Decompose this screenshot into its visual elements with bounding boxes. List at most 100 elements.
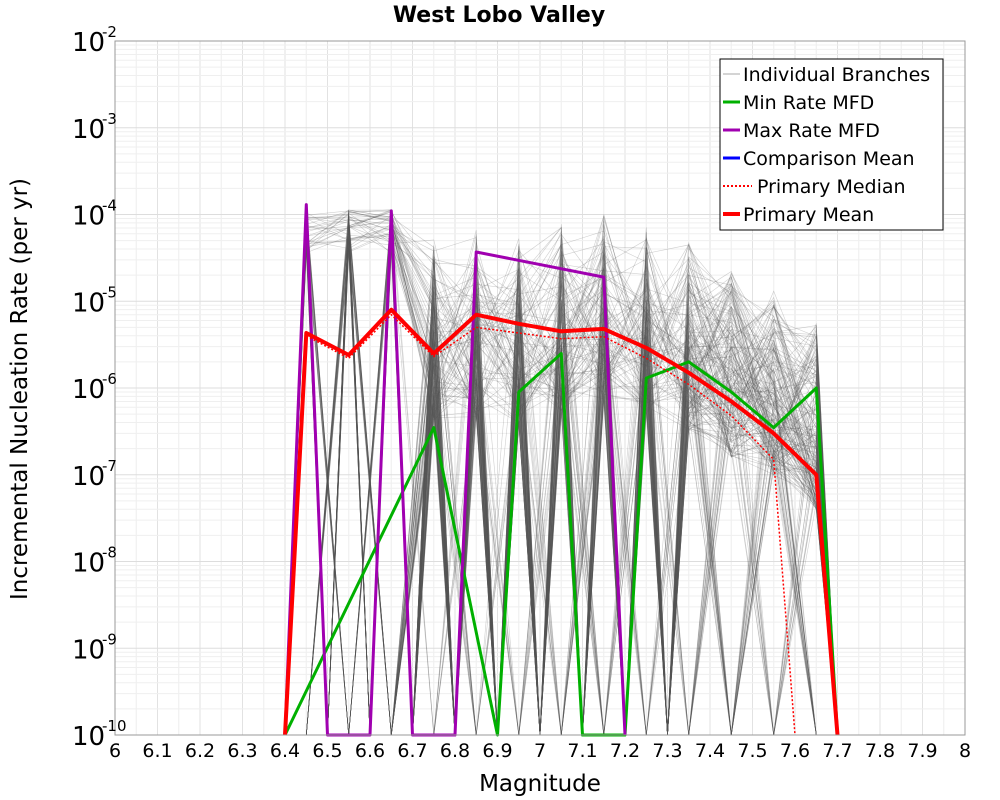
x-tick-label: 7.8 [865, 740, 895, 762]
legend-label: Primary Mean [743, 204, 874, 226]
branch-line [285, 228, 838, 736]
x-tick-label: 7.7 [822, 740, 852, 762]
branch-line [284, 218, 838, 736]
branch-line [285, 224, 838, 736]
x-tick-label: 6.8 [440, 740, 470, 762]
x-tick-label: 6.3 [227, 740, 257, 762]
legend-box [719, 58, 944, 231]
y-tick-exponent: -3 [102, 110, 117, 128]
y-tick-exponent: -10 [102, 717, 127, 735]
branch-line [285, 211, 838, 736]
y-tick-labels: 10-210-310-410-510-610-710-810-910-10 [72, 23, 127, 752]
branch-line [285, 225, 838, 736]
branch-line [284, 215, 838, 736]
x-tick-label: 7 [534, 740, 546, 762]
y-tick-label: 10 [72, 375, 105, 405]
branch-line [285, 238, 838, 736]
branch-line [284, 213, 838, 736]
y-tick-label: 10 [72, 722, 105, 752]
branch-line [284, 225, 838, 736]
y-tick-exponent: -6 [102, 370, 117, 388]
series-max-rate-mfd [283, 203, 627, 737]
x-tick-label: 6.1 [142, 740, 172, 762]
branch-line [284, 225, 838, 736]
branch-line [284, 214, 838, 736]
series-primary-median [284, 313, 796, 736]
branch-line [285, 241, 838, 736]
x-tick-label: 6 [109, 740, 121, 762]
branch-line [285, 229, 838, 736]
branch-line [285, 223, 838, 736]
branch-line [285, 218, 838, 736]
branch-line [285, 233, 838, 736]
branch-line [285, 216, 838, 736]
y-tick-label: 10 [72, 288, 105, 318]
x-tick-label: 7.2 [610, 740, 640, 762]
branch-line [284, 239, 838, 736]
branch-line [284, 214, 838, 736]
y-tick-label: 10 [72, 549, 105, 579]
branch-line [285, 233, 838, 736]
branch-line [285, 221, 838, 736]
y-tick-exponent: -2 [102, 23, 117, 41]
branch-line [284, 214, 838, 736]
x-axis-label: Magnitude [479, 771, 601, 797]
y-tick-exponent: -7 [102, 457, 117, 475]
x-tick-label: 7.5 [737, 740, 767, 762]
x-tick-label: 6.4 [270, 740, 300, 762]
x-tick-label: 7.4 [695, 740, 725, 762]
branch-line [284, 210, 838, 736]
series-primary-mean [283, 307, 840, 736]
x-tick-labels: 6 6.1 6.2 6.3 6.4 6.5 6.6 6.7 6.8 6.9 7 7.1 7.2 7.3 7.… [109, 740, 971, 762]
branch-line [284, 213, 838, 736]
branch-line [285, 237, 838, 736]
branch-line [284, 212, 838, 736]
branch-line [285, 209, 838, 736]
y-tick-exponent: -4 [102, 197, 117, 215]
legend-label: Max Rate MFD [743, 120, 880, 142]
branch-line [285, 219, 838, 736]
legend-label: Comparison Mean [743, 148, 915, 170]
branch-line [285, 210, 838, 736]
x-tick-label: 7.3 [652, 740, 682, 762]
y-tick-exponent: -5 [102, 283, 117, 301]
branch-line [285, 224, 838, 736]
y-tick-label: 10 [72, 635, 105, 665]
plot-frame [114, 40, 966, 736]
branch-line [285, 243, 838, 736]
branch-line [285, 221, 838, 736]
branch-line [284, 215, 838, 736]
branch-line [284, 219, 838, 736]
x-tick-label: 6.6 [355, 740, 385, 762]
grid [114, 41, 966, 736]
branch-line [285, 209, 838, 736]
y-axis-label: Incremental Nucleation Rate (per yr) [7, 178, 33, 600]
branch-line [284, 208, 838, 736]
legend: Individual Branches Min Rate MFD Max Rate … [719, 58, 944, 231]
x-tick-label: 6.5 [312, 740, 342, 762]
legend-label: Min Rate MFD [743, 92, 874, 114]
branch-line [285, 212, 838, 736]
legend-label: Individual Branches [743, 64, 930, 86]
branch-line [285, 222, 838, 736]
branch-line [284, 234, 838, 736]
branch-line [285, 225, 838, 736]
branch-line [284, 228, 838, 736]
y-tick-label: 10 [72, 462, 105, 492]
branch-line [285, 214, 838, 736]
branch-line [284, 213, 838, 736]
branch-line [285, 228, 838, 736]
branch-line [285, 234, 838, 736]
x-tick-label: 6.9 [482, 740, 512, 762]
y-tick-label: 10 [72, 28, 105, 58]
x-tick-label: 8 [959, 740, 971, 762]
y-tick-exponent: -9 [102, 630, 117, 648]
branch-line [284, 216, 838, 736]
branch-line [284, 221, 838, 736]
branch-line [284, 225, 838, 736]
y-tick-exponent: -8 [102, 544, 117, 562]
branch-line [284, 209, 838, 736]
branch-line [285, 211, 838, 736]
x-tick-label: 7.1 [567, 740, 597, 762]
